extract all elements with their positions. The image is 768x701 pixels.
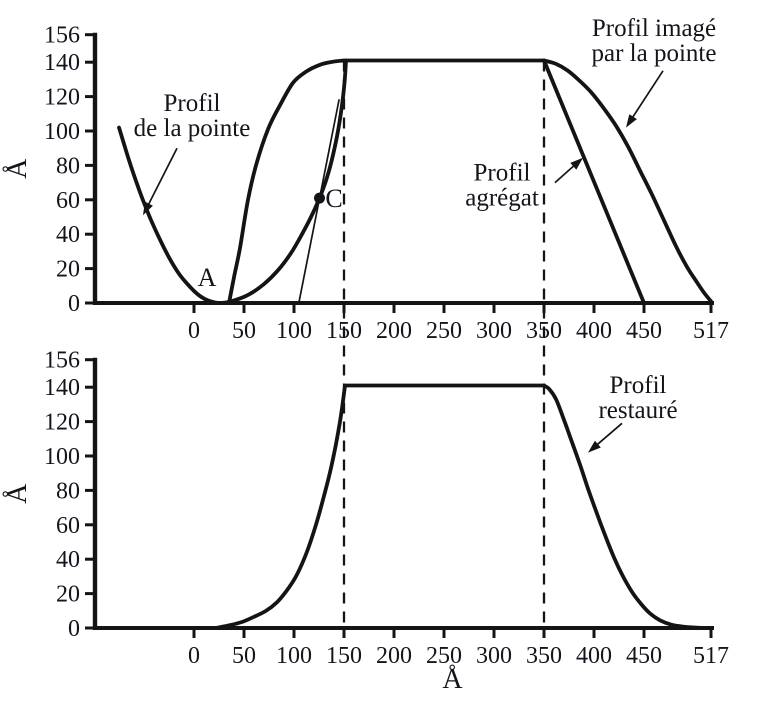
curve-profil-de-la-pointe bbox=[117, 58, 348, 305]
y-tick-label: 100 bbox=[44, 444, 80, 470]
y-tick-label: 156 bbox=[44, 348, 80, 374]
x-tick-label: 300 bbox=[476, 643, 512, 669]
label-profil-image-arrow-head bbox=[626, 114, 637, 128]
x-tick-label: 200 bbox=[376, 318, 412, 344]
x-tick-label: 0 bbox=[188, 643, 200, 669]
y-tick-label: 40 bbox=[56, 547, 80, 573]
y-tick-label: 156 bbox=[44, 23, 80, 49]
x-tick-label: 250 bbox=[426, 318, 462, 344]
x-tick-label: 100 bbox=[276, 643, 312, 669]
x-tick-label: 400 bbox=[576, 643, 612, 669]
x-tick-label: 50 bbox=[232, 643, 256, 669]
x-tick-label: 100 bbox=[276, 318, 312, 344]
annotation-line: de la pointe bbox=[134, 115, 251, 142]
label-profil-pointe-arrow-head bbox=[143, 201, 153, 216]
label-profil-restaure-arrow-line bbox=[594, 422, 623, 448]
x-tick-label: 450 bbox=[626, 318, 662, 344]
curve-profil-restaure bbox=[214, 383, 702, 630]
x-axis-title-bottom: Å bbox=[442, 664, 463, 695]
y-tick-label: 80 bbox=[56, 478, 80, 504]
annotation-line: Profil bbox=[610, 372, 667, 399]
annotation-line: Profil bbox=[164, 90, 221, 117]
annotation-line: agrégat bbox=[465, 184, 539, 211]
y-tick-label: 20 bbox=[56, 582, 80, 608]
annotation-line: restauré bbox=[598, 397, 677, 424]
x-tick-label: 300 bbox=[476, 318, 512, 344]
annotation-label-profil-restaure: Profil restauré bbox=[598, 372, 677, 424]
y-tick-label: 60 bbox=[56, 513, 80, 539]
y-tick-label: 120 bbox=[44, 85, 80, 111]
y-tick-label: 100 bbox=[44, 119, 80, 145]
label-profil-agregat-arrow-line bbox=[554, 162, 577, 184]
x-tick-label: 450 bbox=[626, 643, 662, 669]
x-tick-label: 350 bbox=[526, 643, 562, 669]
x-tick-label: 250 bbox=[426, 643, 462, 669]
annotation-line: Profil bbox=[474, 159, 531, 186]
y-tick-label: 80 bbox=[56, 153, 80, 179]
letter-label-a: A bbox=[198, 263, 217, 292]
annotation-line: par la pointe bbox=[592, 40, 717, 67]
x-tick-label: 50 bbox=[232, 318, 256, 344]
label-profil-pointe-arrow-line bbox=[146, 147, 178, 208]
x-tick-label: 517 bbox=[693, 318, 729, 344]
curve-profil-image-par-la-pointe bbox=[227, 58, 713, 305]
y-tick-label: 140 bbox=[44, 375, 80, 401]
curve-profil-agregat bbox=[542, 58, 646, 305]
y-tick-label: 120 bbox=[44, 410, 80, 436]
y-axis-title-bottom: Å bbox=[2, 483, 33, 504]
y-tick-label: 60 bbox=[56, 188, 80, 214]
y-tick-label: 140 bbox=[44, 50, 80, 76]
y-tick-label: 40 bbox=[56, 222, 80, 248]
annotation-label-profil-pointe: Profil de la pointe bbox=[134, 90, 251, 142]
label-profil-agregat-arrow-head bbox=[570, 157, 583, 170]
label-profil-image-arrow-line bbox=[630, 70, 664, 121]
point-c-marker bbox=[314, 192, 325, 204]
x-tick-label: 517 bbox=[693, 643, 729, 669]
x-tick-label: 400 bbox=[576, 318, 612, 344]
annotation-label-profil-agregat: Profil agrégat bbox=[465, 159, 539, 211]
annotation-line: Profil imagé bbox=[592, 15, 716, 42]
x-tick-label: 150 bbox=[326, 643, 362, 669]
label-profil-restaure-arrow-head bbox=[588, 440, 601, 453]
letter-label-c: C bbox=[325, 184, 342, 213]
x-tick-label: 200 bbox=[376, 643, 412, 669]
y-axis-title-top: Å bbox=[2, 158, 33, 179]
x-tick-label: 0 bbox=[188, 318, 200, 344]
y-tick-label: 20 bbox=[56, 257, 80, 283]
y-tick-label: 0 bbox=[68, 616, 80, 642]
y-tick-label: 0 bbox=[68, 291, 80, 317]
annotation-label-profil-image: Profil imagé par la pointe bbox=[592, 15, 717, 67]
